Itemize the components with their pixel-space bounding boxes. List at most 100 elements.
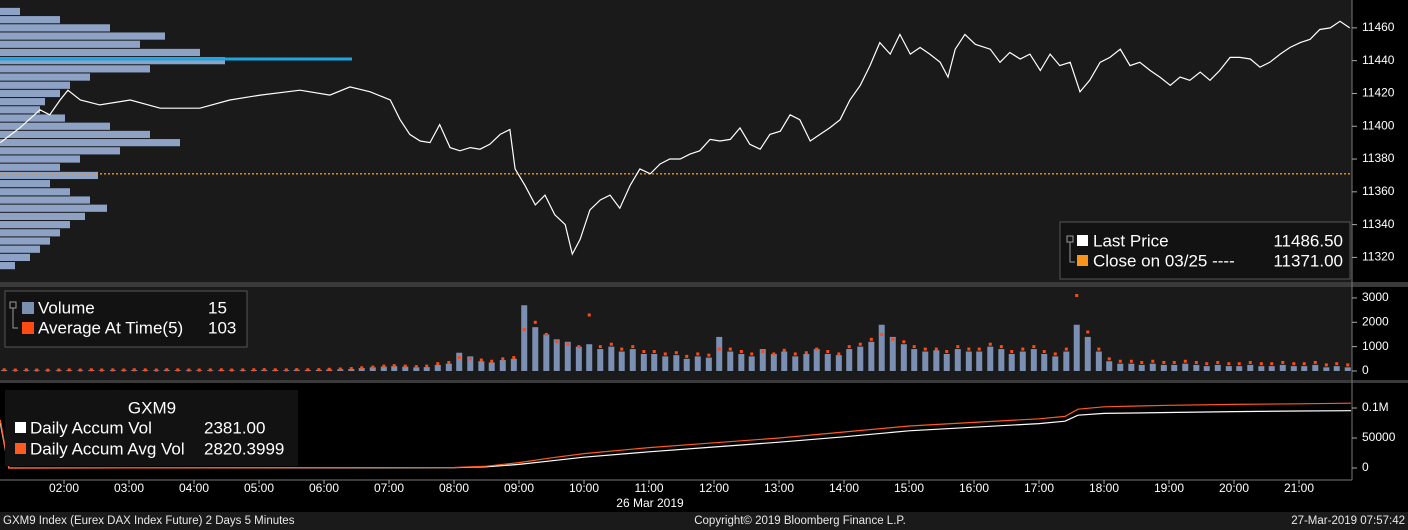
volume-bar <box>1268 366 1275 371</box>
volume-bar <box>954 349 961 371</box>
profile-bar <box>0 212 85 221</box>
average-dot <box>967 347 971 351</box>
legend: Volume 15 Average At Time(5) 103 <box>4 290 248 348</box>
average-dot <box>295 368 299 372</box>
volume-bar <box>608 346 615 371</box>
average-dot <box>100 368 104 372</box>
volume-bar <box>1333 366 1340 371</box>
volume-bar <box>1182 363 1189 371</box>
average-dot <box>999 345 1003 349</box>
x-tick-label: 11:00 <box>634 481 663 495</box>
average-dot <box>772 352 776 356</box>
average-dot <box>35 368 39 372</box>
legend-label: Close on 03/25 ---- <box>1093 251 1235 270</box>
average-dot <box>804 351 808 355</box>
separator <box>0 282 1408 287</box>
volume-bar <box>358 368 365 371</box>
legend-label: Daily Accum Vol <box>30 418 152 437</box>
average-dot <box>360 366 364 370</box>
average-dot <box>880 332 884 336</box>
average-dot <box>977 347 981 351</box>
profile-bar <box>0 130 150 139</box>
legend-swatch <box>15 422 26 433</box>
volume-bar <box>933 350 940 371</box>
volume-bar <box>1203 366 1210 371</box>
legend-icon <box>12 308 18 329</box>
volume-bar <box>998 349 1005 371</box>
average-dot <box>490 359 494 363</box>
average-dot <box>1021 347 1025 351</box>
average-dot <box>187 368 191 372</box>
average-dot <box>1010 350 1014 354</box>
average-dot <box>609 342 613 346</box>
volume-bar <box>651 353 658 371</box>
volume-bar <box>391 366 398 371</box>
volume-bar <box>1344 367 1351 371</box>
volume-bar <box>1290 366 1297 371</box>
average-dot <box>165 368 169 372</box>
x-tick-label: 12:00 <box>699 481 729 495</box>
average-dot <box>782 348 786 352</box>
volume-bar <box>1171 364 1178 371</box>
legend-label: Last Price <box>1093 231 1169 250</box>
average-dot <box>1292 362 1296 366</box>
volume-bar <box>1258 366 1265 371</box>
average-dot <box>923 347 927 351</box>
average-dot <box>327 367 331 371</box>
average-dot <box>587 313 591 317</box>
volume-bar <box>478 361 485 371</box>
volume-bar <box>1312 364 1319 371</box>
profile-bar <box>0 155 80 163</box>
average-dot <box>46 368 50 372</box>
y-tick-label: 11320 <box>1362 250 1395 264</box>
volume-bar <box>943 353 950 371</box>
average-dot <box>208 368 212 372</box>
volume-bar <box>586 344 593 371</box>
volume-bar <box>824 353 831 371</box>
volume-bar <box>878 324 885 371</box>
volume-bar <box>1214 364 1221 371</box>
average-dot <box>912 345 916 349</box>
x-tick-label: 17:00 <box>1024 481 1054 495</box>
series-line <box>0 410 1352 469</box>
average-dot <box>1313 360 1317 364</box>
volume-bar <box>618 351 625 371</box>
average-dot <box>761 350 765 354</box>
volume-bar <box>1084 336 1091 371</box>
average-dot <box>122 368 126 372</box>
profile-bar <box>0 106 40 114</box>
average-dot <box>1248 360 1252 364</box>
profile-bar <box>0 89 60 98</box>
average-dot <box>902 340 906 344</box>
average-dot <box>1237 362 1241 366</box>
separator <box>0 380 1408 383</box>
volume-bar <box>1236 366 1243 371</box>
x-tick-label: 13:00 <box>764 481 794 495</box>
y-tick-label: 0 <box>1362 460 1369 474</box>
volume-bar <box>803 353 810 371</box>
average-dot <box>1107 357 1111 361</box>
average-dot <box>934 347 938 351</box>
volume-bar <box>738 353 745 371</box>
average-dot <box>1216 360 1220 364</box>
volume-bar <box>781 351 788 371</box>
average-dot <box>1129 359 1133 363</box>
profile-bar <box>0 57 225 65</box>
y-tick-label: 11340 <box>1362 217 1395 231</box>
profile-bar <box>0 32 165 40</box>
volume-bar <box>1301 366 1308 371</box>
average-dot <box>78 368 82 372</box>
average-dot <box>241 368 245 372</box>
average-dot <box>13 368 17 372</box>
profile-bar <box>0 237 50 245</box>
volume-bar <box>1128 363 1135 371</box>
average-dot <box>1205 362 1209 366</box>
volume-bar <box>922 351 929 371</box>
average-dot <box>371 365 375 369</box>
profile-bar <box>0 98 45 106</box>
x-tick-label: 21:00 <box>1284 481 1314 495</box>
volume-bar <box>499 360 506 371</box>
legend-title: GXM9 <box>128 398 176 417</box>
x-tick-label: 10:00 <box>569 481 599 495</box>
